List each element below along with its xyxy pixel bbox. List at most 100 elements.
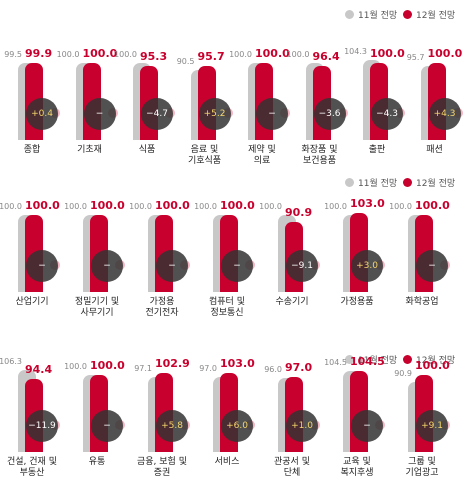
- category-label: 정밀기기 및 사무기기: [74, 297, 120, 318]
- value-label: 100.0: [229, 49, 252, 59]
- category-label: 패션: [426, 145, 443, 155]
- category-label: 식품: [138, 145, 156, 155]
- value-label: 100.0: [64, 201, 87, 211]
- value-label: 100.0: [415, 358, 450, 372]
- change-badge: +9.1: [416, 410, 448, 442]
- change-badge: −: [91, 250, 123, 282]
- value-label: 100.0: [324, 201, 347, 211]
- category-label: 교육 및 복지후생: [340, 457, 374, 478]
- change-badge: −: [91, 410, 123, 442]
- change-badge: +1.0: [286, 410, 318, 442]
- value-label: 97.1: [134, 364, 152, 374]
- change-badge: −: [156, 250, 188, 282]
- change-badge: +3.0: [351, 250, 383, 282]
- value-label: 104.3: [344, 46, 367, 56]
- change-badge: −: [351, 410, 383, 442]
- change-badge: −9.1: [286, 250, 318, 282]
- value-label: 95.7: [406, 53, 425, 63]
- value-label: 100.0: [427, 46, 463, 60]
- category-label: 컴퓨터 및 정보통신: [209, 297, 245, 318]
- value-label: 102.9: [155, 356, 190, 370]
- change-badge: −: [83, 98, 116, 130]
- value-label: 100.0: [220, 198, 255, 212]
- category-label: 그룹 및 기업광고: [405, 457, 439, 478]
- value-label: 100.0: [90, 358, 125, 372]
- change-badge: −3.6: [313, 98, 346, 130]
- value-label: 104.5: [350, 355, 385, 369]
- value-label: 96.0: [264, 364, 282, 374]
- value-label: 100.0: [389, 201, 412, 211]
- value-label: 100.0: [255, 46, 290, 60]
- category-label: 가정용 전기전자: [145, 297, 179, 318]
- value-label: 103.0: [350, 196, 385, 210]
- change-badge: +5.8: [156, 410, 188, 442]
- change-badge: +4.3: [428, 98, 461, 130]
- change-badge: −4.7: [141, 98, 173, 130]
- legend-label: 11월 전망: [358, 356, 398, 366]
- legend-swatch: [345, 10, 354, 19]
- value-label: 100.0: [194, 201, 217, 211]
- value-label: 100.0: [155, 198, 190, 212]
- value-label: 90.9: [285, 205, 313, 219]
- category-label: 화학공업: [405, 297, 439, 307]
- category-label: 기초재: [77, 145, 102, 155]
- legend-swatch: [403, 10, 412, 19]
- legend-swatch: [345, 178, 354, 187]
- change-badge: +6.0: [221, 410, 253, 442]
- legend-label: 12월 전망: [416, 11, 456, 21]
- category-label: 화장품 및 보건용품: [301, 145, 338, 166]
- value-label: 95.3: [140, 50, 168, 64]
- value-label: 90.5: [176, 57, 195, 67]
- category-label: 서비스: [214, 457, 240, 467]
- value-label: 100.0: [90, 198, 125, 212]
- value-label: 100.0: [129, 201, 152, 211]
- change-badge: −: [256, 98, 288, 130]
- change-badge: −11.9: [26, 410, 58, 442]
- change-badge: −: [221, 250, 253, 282]
- value-label: 100.0: [370, 46, 405, 60]
- value-label: 100.0: [82, 46, 118, 60]
- change-badge: −: [26, 250, 58, 282]
- legend-label: 12월 전망: [416, 179, 456, 189]
- legend-label: 11월 전망: [358, 179, 398, 189]
- value-label: 94.4: [25, 363, 53, 377]
- value-label: 99.5: [4, 50, 22, 60]
- category-label: 음료 및 기호식품: [187, 145, 222, 166]
- value-label: 100.0: [259, 201, 282, 211]
- category-label: 종합: [23, 145, 41, 155]
- value-label: 97.0: [199, 364, 217, 374]
- value-label: 100.0: [114, 49, 137, 59]
- value-label: 100.0: [56, 49, 80, 59]
- legend-swatch: [403, 178, 412, 187]
- value-label: 104.5: [324, 358, 347, 368]
- category-label: 유통: [88, 457, 106, 467]
- value-label: 97.0: [285, 361, 313, 375]
- legend-swatch: [345, 355, 354, 364]
- category-label: 금융, 보험 및 증권: [137, 457, 187, 478]
- category-label: 산업기기: [15, 297, 49, 307]
- value-label: 100.0: [64, 361, 87, 371]
- category-label: 제약 및 의료: [248, 145, 276, 166]
- change-badge: −4.3: [371, 98, 403, 130]
- change-badge: +0.4: [26, 98, 58, 130]
- category-label: 건설, 건재 및 부동산: [7, 457, 57, 478]
- value-label: 100.0: [286, 49, 310, 59]
- value-label: 100.0: [0, 201, 22, 211]
- legend-swatch: [403, 355, 412, 364]
- value-label: 103.0: [220, 356, 255, 370]
- legend-label: 12월 전망: [416, 356, 456, 366]
- value-label: 100.0: [415, 198, 450, 212]
- category-label: 가정용품: [340, 297, 374, 307]
- value-label: 99.9: [25, 46, 53, 60]
- category-label: 수송기기: [275, 297, 309, 307]
- change-badge: +5.2: [198, 98, 231, 130]
- value-label: 100.0: [25, 198, 60, 212]
- value-label: 96.4: [312, 49, 340, 63]
- legend-label: 11월 전망: [358, 11, 398, 21]
- category-label: 관공서 및 단체: [274, 457, 310, 478]
- value-label: 90.9: [394, 368, 412, 378]
- change-badge: −: [416, 250, 448, 282]
- category-label: 출판: [368, 145, 386, 155]
- value-label: 106.3: [0, 357, 22, 366]
